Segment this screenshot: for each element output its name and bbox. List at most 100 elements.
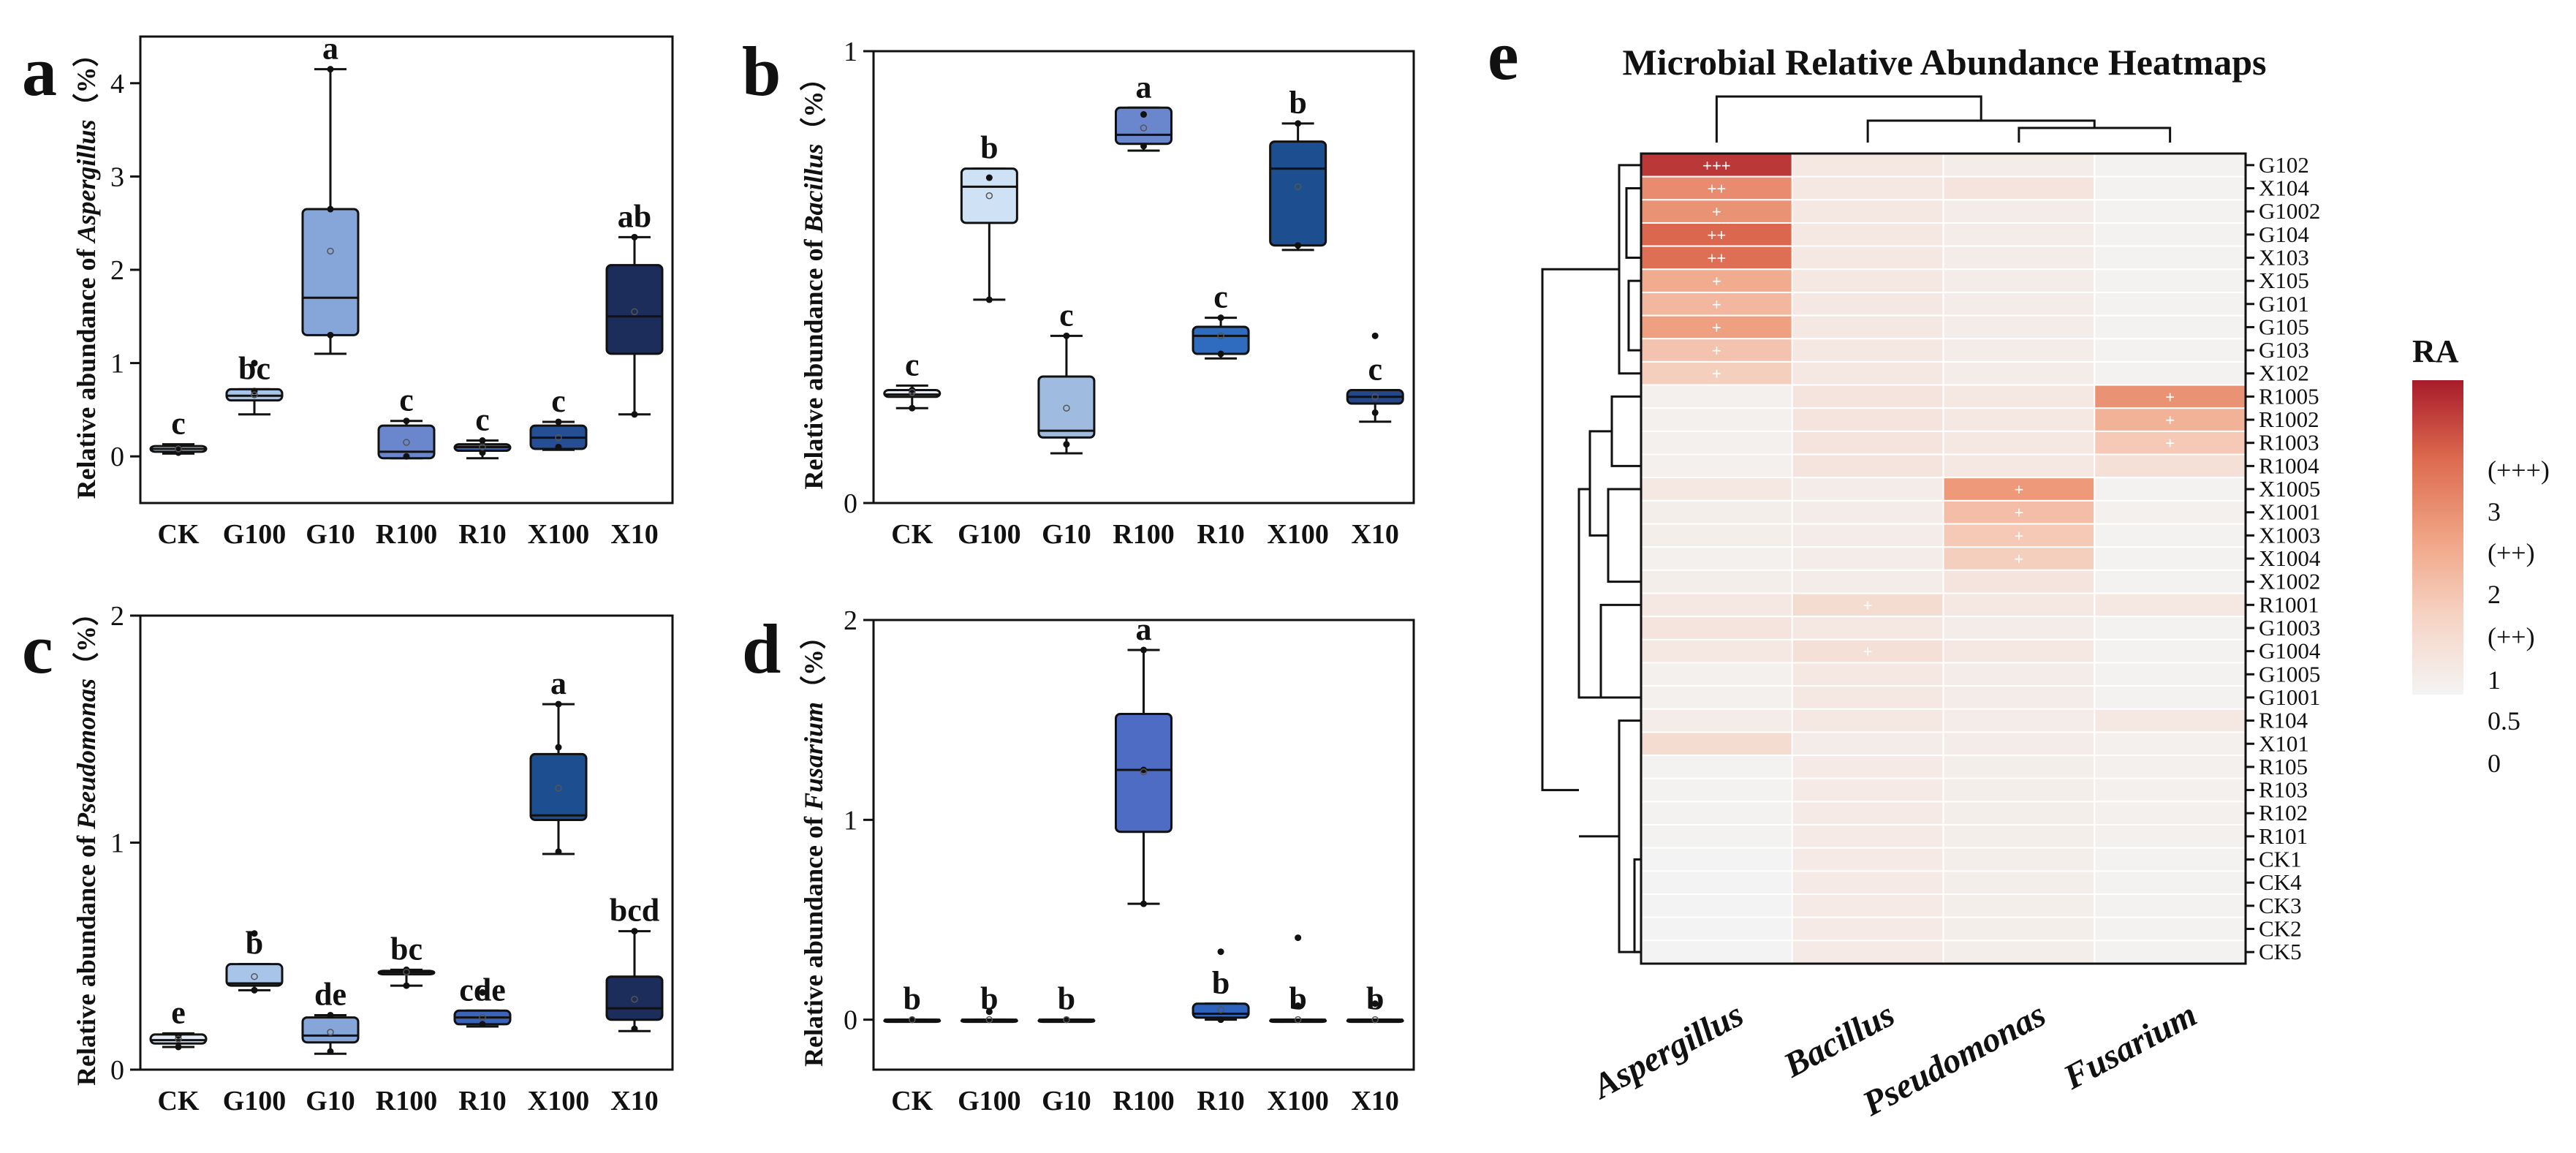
- y-axis-label-c: Relative abundance of Pseudomonas（%）: [72, 600, 101, 1086]
- dendrogram-branch: [1618, 164, 1641, 375]
- data-point: [327, 205, 334, 213]
- mean-marker: [327, 1029, 334, 1036]
- heatmap-cell: [1942, 175, 2096, 201]
- data-point: [985, 296, 993, 303]
- significance-mark: +: [2165, 388, 2175, 406]
- significance-letter: a: [550, 665, 567, 701]
- heatmap-cell: [2094, 777, 2246, 803]
- significance-letter: c: [475, 402, 490, 438]
- y-axis-label-prefix: Relative abundance of: [72, 243, 101, 499]
- heatmap-cell: [2094, 708, 2246, 733]
- category-label: X10: [610, 1086, 658, 1116]
- category-label: G100: [223, 1086, 287, 1116]
- heatmap-cell: [2094, 801, 2246, 826]
- data-point: [631, 233, 638, 241]
- mean-marker: [479, 1013, 486, 1021]
- category-label: X100: [528, 1086, 589, 1116]
- y-axis-label-prefix: Relative abundance of: [799, 233, 828, 490]
- data-point: [327, 1011, 334, 1018]
- box-c-X10: bcd: [605, 893, 664, 1032]
- significance-letter: c: [1368, 352, 1382, 388]
- row-label: R103: [2259, 777, 2308, 803]
- row-label: G101: [2259, 291, 2309, 317]
- row-label: R105: [2259, 754, 2308, 779]
- heatmap-cell: [1640, 847, 1793, 872]
- mean-marker: [251, 391, 258, 398]
- boxplot-panel-b: 0 1 c CK b G100 c G10 a R100 c R10 b X100 c X10 b Relativ…: [742, 32, 1415, 550]
- box-iqr: [1037, 375, 1096, 439]
- heatmap-cell: [1791, 477, 1944, 502]
- heatmap-cell: [2094, 175, 2246, 201]
- heatmap-cell: [1791, 430, 1944, 455]
- heatmap-cells: ++++++++++++++++++++++++: [1640, 153, 2246, 965]
- row-label: CK4: [2259, 869, 2302, 895]
- heatmap-cell: [1942, 430, 2096, 455]
- mean-marker: [403, 439, 410, 446]
- significance-letter: bcd: [610, 893, 659, 929]
- panel-label-c: c: [22, 610, 53, 688]
- y-tick-label-c: 1: [110, 828, 124, 859]
- box-iqr: [301, 208, 360, 336]
- mean-marker: [909, 388, 916, 396]
- box-iqr: [225, 963, 284, 987]
- heatmap-cell: [1640, 870, 1793, 896]
- box-b-R100: a: [1115, 69, 1173, 152]
- heatmap-cell: [1791, 523, 1944, 548]
- category-label: X100: [1267, 519, 1328, 550]
- boxplot-panel-c: 0 1 2 e CK b G100 de G10 bc R100 cde R10 a X100 bcd X10 c…: [22, 600, 674, 1116]
- heatmap-cell: [1942, 685, 2096, 710]
- significance-mark: ++: [1708, 179, 1727, 197]
- box-c-R100: bc: [377, 931, 436, 989]
- heatmap-cell: [1640, 801, 1793, 826]
- row-label: X104: [2259, 175, 2309, 200]
- row-dendrogram: [1541, 164, 1641, 953]
- row-label: R1002: [2259, 407, 2319, 432]
- mean-marker: [1371, 393, 1379, 401]
- heatmap-cell: [1640, 477, 1793, 502]
- heatmap-cell: [1942, 893, 2096, 918]
- category-label: X10: [610, 519, 658, 550]
- heatmap-cell: [1791, 824, 1944, 849]
- row-label: X101: [2259, 730, 2309, 756]
- heatmap-cell: [1791, 870, 1944, 896]
- data-point: [1063, 441, 1070, 448]
- data-point: [1371, 332, 1379, 339]
- heatmap-cell: [1640, 430, 1793, 455]
- heatmap-cell: [2094, 523, 2246, 548]
- significance-mark: +++: [1702, 156, 1731, 175]
- box-a-CK: c: [149, 406, 208, 456]
- mean-marker: [327, 247, 334, 255]
- category-label: G10: [306, 519, 355, 550]
- row-label: X1002: [2259, 569, 2320, 594]
- box-a-R10: c: [453, 402, 512, 460]
- heatmap-cell: [1942, 592, 2096, 618]
- data-point: [1217, 350, 1224, 358]
- data-point: [631, 1025, 638, 1032]
- significance-letter: c: [399, 382, 414, 418]
- significance-letter: de: [314, 976, 346, 1012]
- heatmap-cell: [1942, 384, 2096, 409]
- column-dendrogram: [1715, 95, 2172, 143]
- box-d-X10: b: [1346, 981, 1404, 1024]
- data-point: [1140, 143, 1147, 150]
- mean-marker: [1217, 1006, 1224, 1013]
- heatmap-cell: [1791, 569, 1944, 594]
- box-c-G10: de: [301, 976, 360, 1055]
- data-point: [631, 411, 638, 418]
- box-a-X100: c: [529, 383, 588, 451]
- dendrogram-branch: [1610, 395, 1641, 467]
- data-point: [1371, 1000, 1379, 1008]
- significance-letter: e: [171, 994, 186, 1030]
- data-point: [1140, 900, 1147, 907]
- category-label: CK: [891, 1086, 933, 1116]
- box-b-R10: c: [1192, 279, 1250, 360]
- row-label: X103: [2259, 244, 2309, 270]
- heatmap-cell: [1640, 569, 1793, 594]
- y-axis-label-prefix: Relative abundance of: [72, 829, 101, 1086]
- y-tick-label-a: 2: [110, 255, 124, 286]
- heatmap-cell: [1942, 847, 2096, 872]
- category-label: G100: [223, 519, 287, 550]
- heatmap-cell: [1791, 175, 1944, 201]
- column-label: Aspergillus: [1585, 995, 1749, 1107]
